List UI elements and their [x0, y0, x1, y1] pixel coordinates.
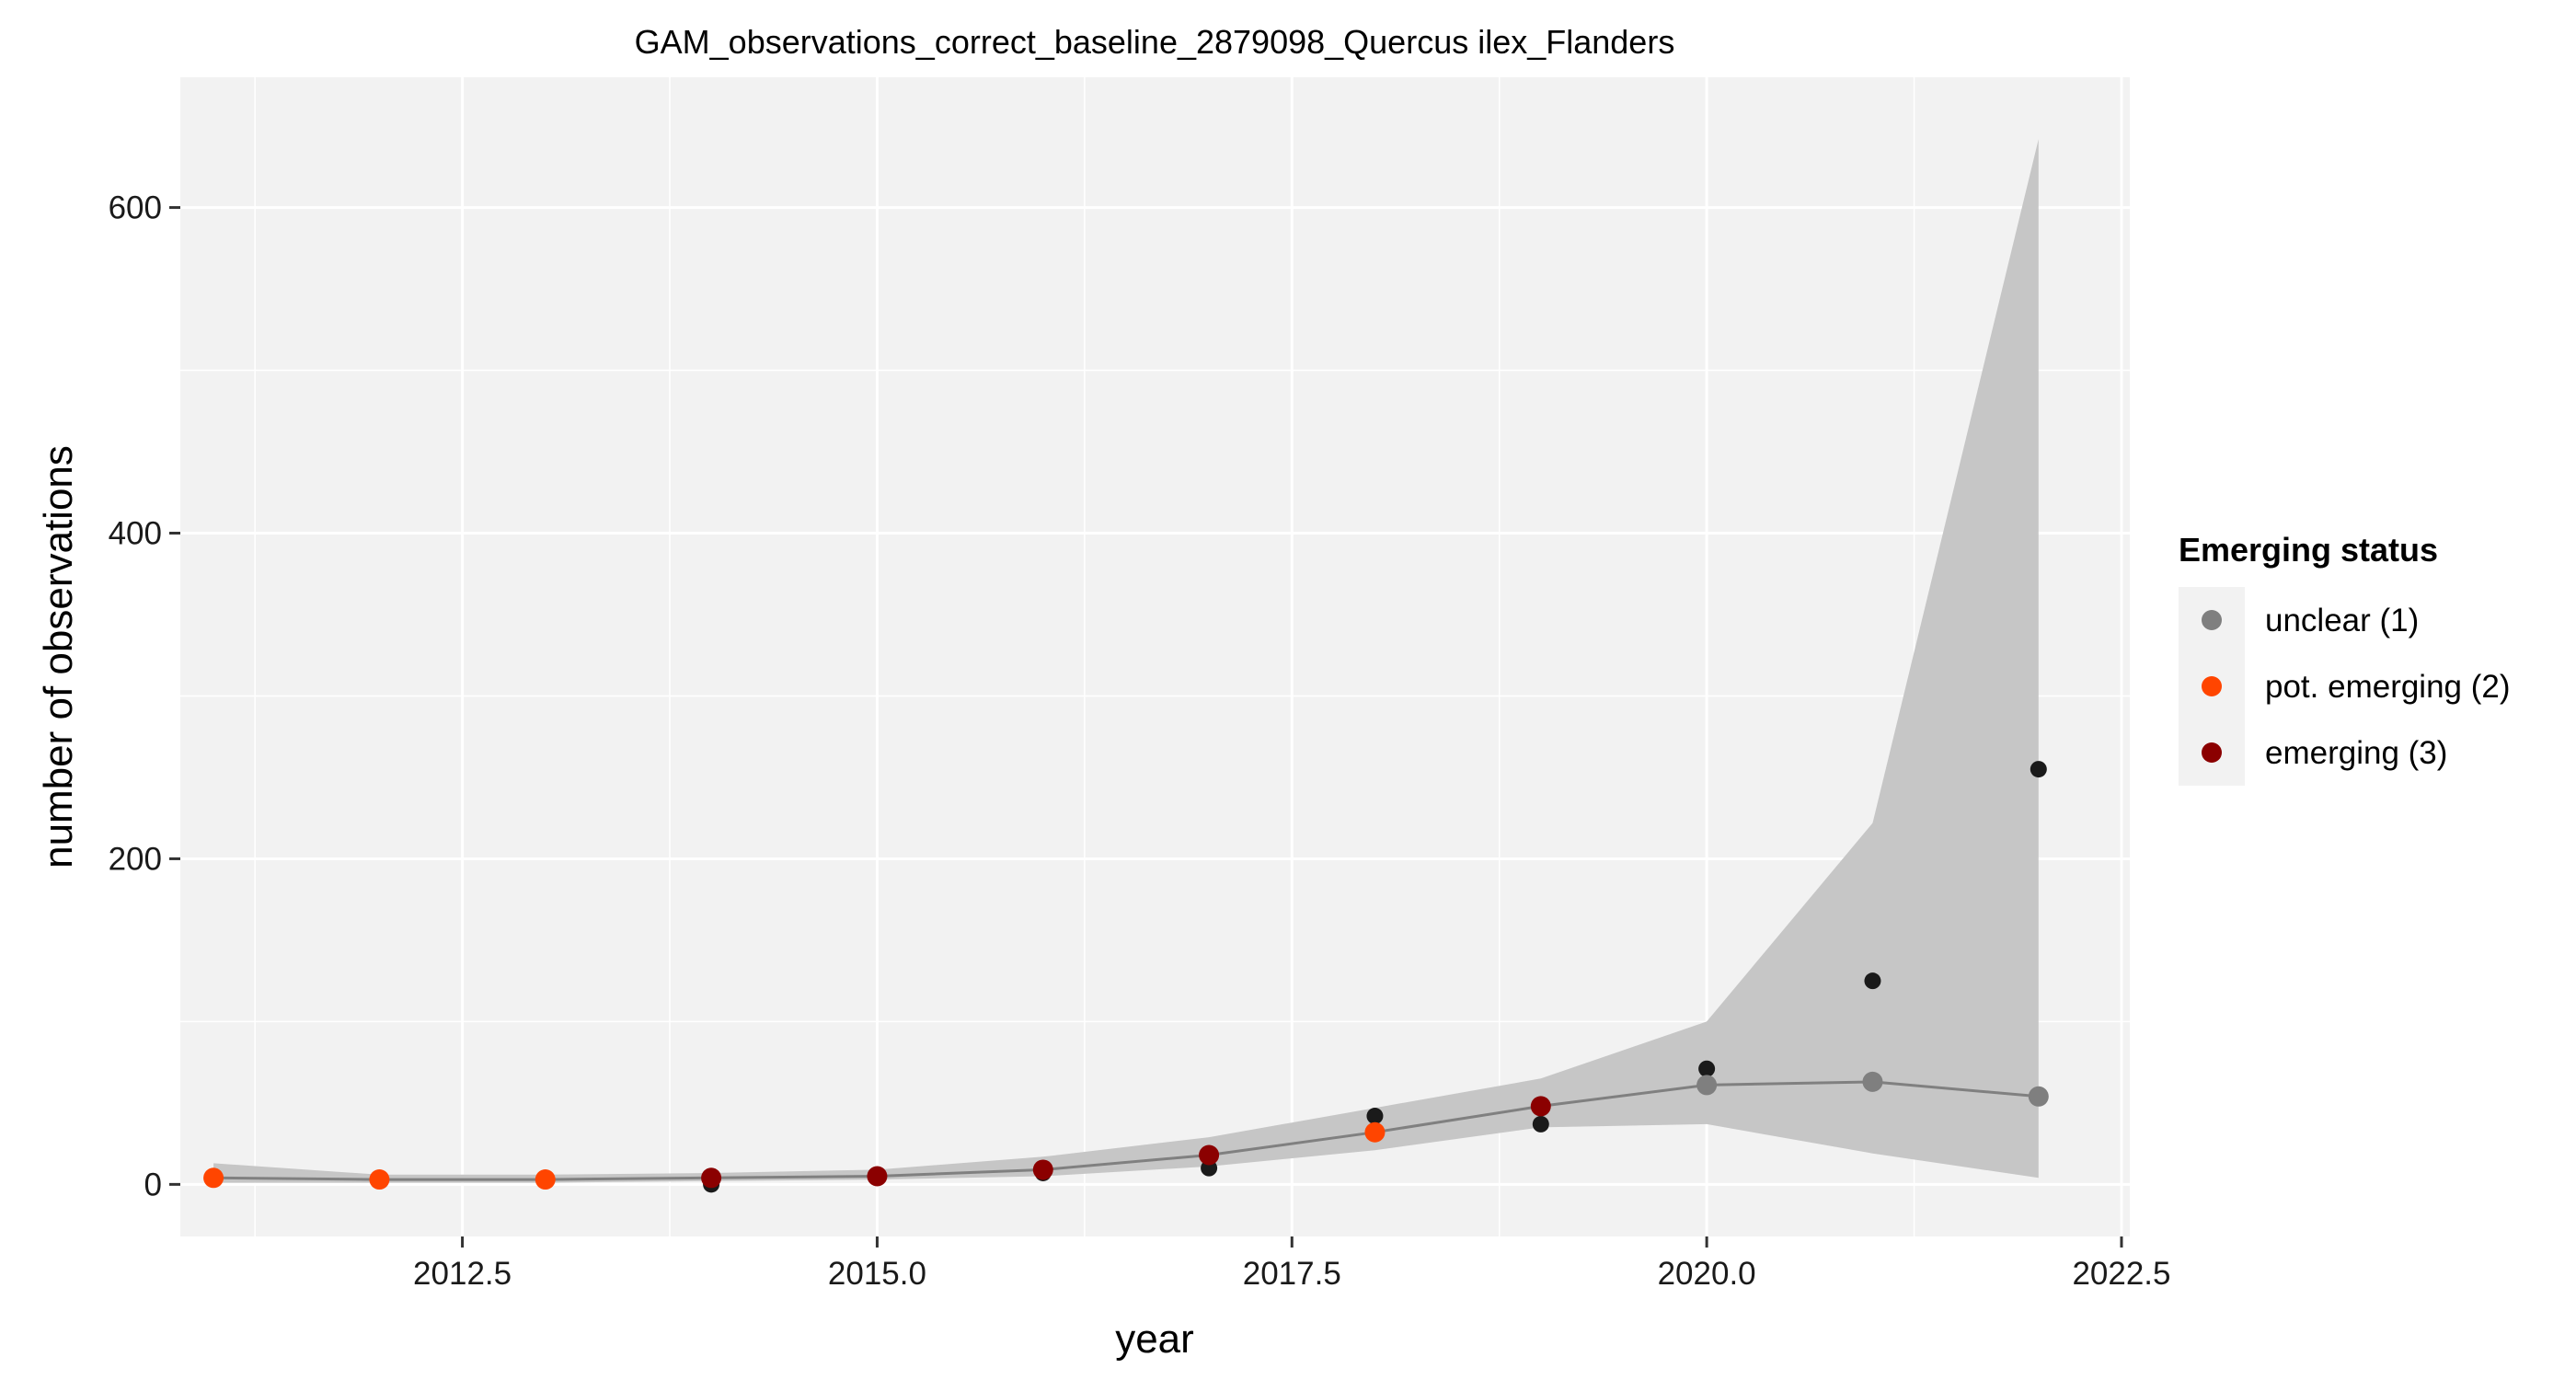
- fit-points: [203, 1071, 2049, 1190]
- legend-label: pot. emerging (2): [2265, 669, 2511, 705]
- y-tick-label: 0: [144, 1167, 162, 1202]
- legend-entries: unclear (1) pot. emerging (2) emerging (3): [2179, 587, 2511, 786]
- y-tick-label: 200: [109, 841, 162, 877]
- observed-point: [1366, 1108, 1384, 1125]
- fit-point: [369, 1169, 390, 1190]
- observed-point: [1698, 1060, 1716, 1077]
- y-tick-label: 400: [109, 516, 162, 552]
- legend-title: Emerging status: [2179, 531, 2438, 569]
- y-axis: 0 200 400 600: [109, 190, 180, 1202]
- legend-swatch: [2202, 742, 2222, 763]
- x-tick-label: 2017.5: [1243, 1256, 1341, 1292]
- legend-label: unclear (1): [2265, 603, 2419, 638]
- y-axis-title: number of observations: [36, 445, 81, 868]
- legend-label: emerging (3): [2265, 735, 2447, 771]
- fit-point: [1862, 1071, 1883, 1092]
- x-tick-label: 2015.0: [828, 1256, 926, 1292]
- x-axis: 2012.5 2015.0 2017.5 2020.0 2022.5: [413, 1236, 2171, 1292]
- fit-point: [203, 1167, 224, 1189]
- chart-title: GAM_observations_correct_baseline_287909…: [635, 23, 1675, 61]
- confidence-ribbon: [213, 139, 2039, 1183]
- fit-point: [1530, 1096, 1551, 1117]
- observed-point: [1864, 972, 1881, 990]
- fit-point: [1364, 1121, 1386, 1143]
- fit-point: [2028, 1086, 2049, 1107]
- grid-major: [180, 77, 2130, 1236]
- fit-point: [535, 1169, 556, 1190]
- observed-point: [2030, 761, 2047, 778]
- fit-point: [867, 1166, 888, 1187]
- x-tick-label: 2020.0: [1658, 1256, 1756, 1292]
- fit-point: [1696, 1075, 1718, 1096]
- fit-point: [701, 1167, 722, 1189]
- legend-swatch: [2202, 610, 2222, 630]
- observed-point: [1532, 1115, 1549, 1133]
- fit-line: [213, 1080, 2039, 1181]
- x-tick-label: 2012.5: [413, 1256, 512, 1292]
- legend: Emerging status unclear (1) pot. emerging…: [2179, 531, 2511, 786]
- x-axis-title: year: [1115, 1317, 1194, 1362]
- y-tick-label: 600: [109, 190, 162, 226]
- legend-swatch: [2202, 676, 2222, 696]
- fit-point: [1032, 1159, 1053, 1180]
- fit-point: [1199, 1144, 1220, 1166]
- x-tick-label: 2022.5: [2072, 1256, 2170, 1292]
